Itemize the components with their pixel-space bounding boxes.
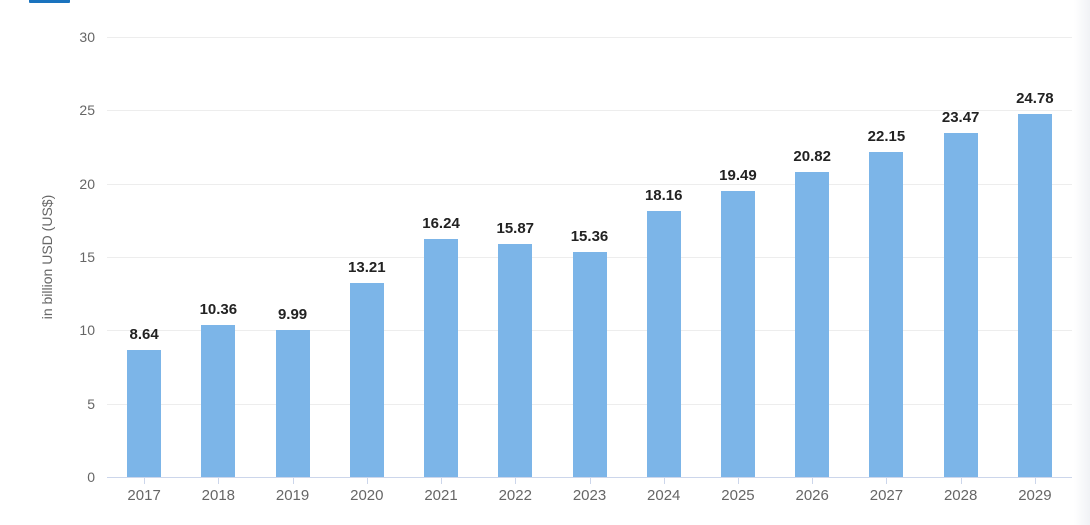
- x-axis-tick: [812, 478, 814, 484]
- y-tick-label: 10: [79, 322, 95, 339]
- bar-value-label: 9.99: [277, 306, 308, 324]
- bar-value-label: 15.87: [496, 220, 535, 238]
- bar-value-label: 22.15: [867, 128, 906, 146]
- bar-value-label: 15.36: [570, 227, 609, 245]
- x-axis-tick: [218, 478, 220, 484]
- bar-2017[interactable]: [127, 350, 162, 477]
- x-axis-tick: [1034, 478, 1036, 484]
- x-axis-tick: [144, 478, 146, 484]
- bar-2021[interactable]: [424, 238, 459, 477]
- bar-2018[interactable]: [201, 325, 236, 477]
- bar-2023[interactable]: [572, 251, 607, 477]
- x-tick-label: 2019: [275, 487, 310, 504]
- x-tick-label: 2022: [498, 487, 532, 504]
- x-tick-label: 2027: [869, 487, 904, 504]
- x-tick-label: 2020: [350, 487, 384, 504]
- bar-value-label: 13.21: [348, 259, 386, 277]
- gridline: [107, 110, 1072, 112]
- x-tick-label: 2021: [424, 487, 458, 504]
- x-axis-tick: [663, 478, 665, 484]
- x-axis-line: [107, 477, 1072, 478]
- bar-2020[interactable]: [349, 283, 384, 477]
- x-axis-tick: [886, 478, 888, 484]
- bar-value-label: 23.47: [941, 108, 980, 126]
- x-tick-label: 2029: [1018, 487, 1052, 504]
- x-axis-tick: [737, 478, 739, 484]
- x-axis-tick: [441, 478, 443, 484]
- x-axis-tick: [515, 478, 517, 484]
- bar-value-label: 19.49: [719, 167, 757, 185]
- x-tick-label: 2025: [721, 487, 755, 504]
- bar-value-label: 8.64: [129, 326, 159, 344]
- active-tab-indicator[interactable]: [29, 0, 70, 3]
- x-tick-label: 2024: [647, 487, 681, 504]
- x-axis-tick: [960, 478, 962, 484]
- bar-value-label: 24.78: [1016, 89, 1054, 107]
- y-tick-label: 25: [79, 102, 95, 119]
- bar-value-label: 10.36: [199, 301, 238, 319]
- x-axis-tick: [292, 478, 294, 484]
- y-tick-label: 30: [79, 29, 95, 45]
- y-tick-label: 20: [79, 175, 95, 192]
- x-tick-label: 2017: [127, 487, 161, 504]
- bar-2029[interactable]: [1017, 113, 1052, 477]
- y-tick-label: 15: [79, 249, 95, 265]
- gridline: [107, 37, 1072, 38]
- bar-2028[interactable]: [943, 132, 978, 477]
- x-tick-label: 2026: [795, 487, 829, 504]
- bar-2026[interactable]: [795, 171, 830, 477]
- bar-value-label: 20.82: [793, 147, 831, 165]
- bar-2022[interactable]: [498, 244, 533, 477]
- bar-value-label: 18.16: [644, 186, 683, 204]
- y-tick-label: 5: [87, 395, 95, 412]
- bar-2025[interactable]: [720, 191, 755, 477]
- gridline: [107, 183, 1072, 185]
- x-axis-tick: [589, 478, 591, 484]
- x-tick-label: 2023: [572, 487, 607, 504]
- x-axis-tick: [366, 478, 368, 484]
- x-tick-label: 2028: [943, 487, 978, 504]
- x-tick-label: 2018: [201, 487, 236, 504]
- bar-value-label: 16.24: [422, 214, 460, 232]
- right-edge-shade: [1074, 0, 1090, 525]
- y-tick-label: 0: [87, 469, 95, 485]
- bar-2024[interactable]: [646, 210, 681, 477]
- bar-2027[interactable]: [869, 152, 904, 477]
- bar-2019[interactable]: [275, 330, 310, 477]
